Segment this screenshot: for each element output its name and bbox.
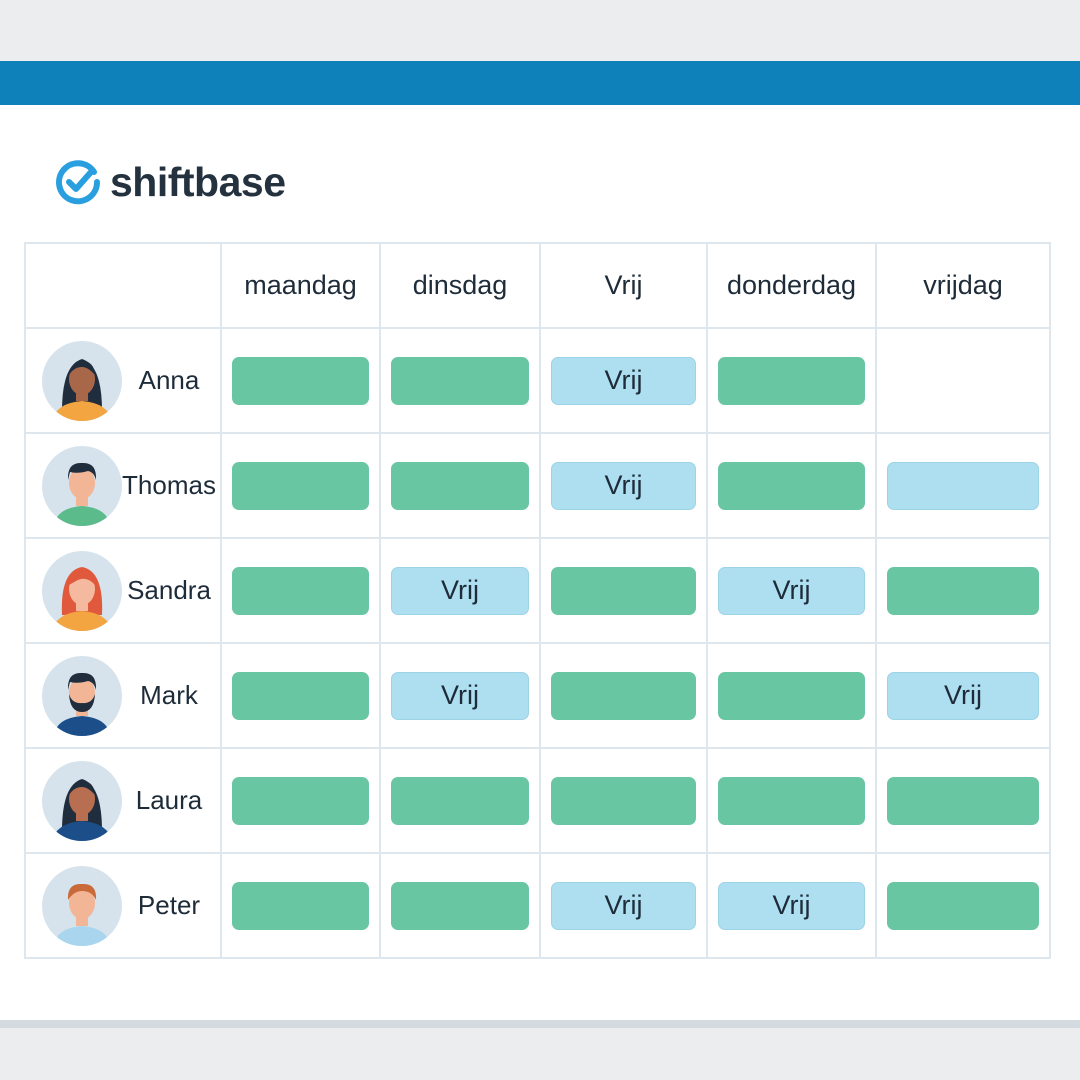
man-short-hair-avatar-icon [42,445,122,526]
day-header[interactable]: dinsdag [379,242,541,329]
day-off-block[interactable]: Vrij [551,356,696,405]
shift-block[interactable] [391,881,529,930]
schedule-cell[interactable] [539,747,708,854]
man-ginger-hair-avatar-icon [42,865,122,946]
shift-block[interactable] [718,671,865,720]
employee-name: Laura [135,785,203,815]
day-off-block[interactable]: Vrij [391,566,529,615]
employee-row: Thomas Vrij [24,432,1051,539]
schedule-cell[interactable]: Vrij [706,852,877,959]
day-header[interactable]: maandag [220,242,381,329]
shift-block[interactable] [718,776,865,825]
schedule-cell[interactable]: Vrij [539,327,708,434]
employee-name: Anna [138,365,200,395]
schedule-cell[interactable] [220,642,381,749]
employee-row: Mark Vrij Vrij [24,642,1051,749]
employee-name: Thomas [122,470,216,500]
day-off-block[interactable]: Vrij [718,566,865,615]
day-off-block[interactable] [887,461,1039,510]
bottom-divider [0,1020,1080,1028]
day-header[interactable]: Vrij [539,242,708,329]
day-off-block[interactable]: Vrij [551,461,696,510]
day-off-block[interactable]: Vrij [718,881,865,930]
shift-block[interactable] [232,356,369,405]
brand-name: shiftbase [110,158,286,205]
schedule-cell[interactable] [706,327,877,434]
schedule-cell[interactable] [220,537,381,644]
shift-block[interactable] [232,461,369,510]
check-circle-icon [56,160,101,205]
schedule-cell[interactable]: Vrij [706,537,877,644]
schedule-cell[interactable] [875,537,1051,644]
schedule-cell[interactable] [379,747,541,854]
schedule-cell[interactable] [220,327,381,434]
top-bar [0,61,1080,105]
man-beard-avatar-icon [42,655,122,736]
schedule-cell[interactable] [379,432,541,539]
day-header[interactable]: vrijdag [875,242,1051,329]
schedule-cell[interactable] [706,642,877,749]
schedule-cell[interactable]: Vrij [379,537,541,644]
employee-cell[interactable]: Laura [24,747,222,854]
schedule-cell[interactable] [220,432,381,539]
shift-block[interactable] [887,881,1039,930]
schedule-cell[interactable] [379,327,541,434]
schedule-cell[interactable] [875,747,1051,854]
brand-logo[interactable]: shiftbase [54,155,286,209]
corner-cell [24,242,222,329]
shift-block[interactable] [391,461,529,510]
shift-block[interactable] [718,461,865,510]
shift-block[interactable] [232,776,369,825]
shift-block[interactable] [887,776,1039,825]
shift-block[interactable] [551,776,696,825]
employee-cell[interactable]: Peter [24,852,222,959]
day-off-block[interactable]: Vrij [391,671,529,720]
employee-name: Mark [140,680,198,710]
day-off-block[interactable]: Vrij [887,671,1039,720]
woman-red-hair-avatar-icon [42,550,122,631]
employee-row: Sandra Vrij Vrij [24,537,1051,644]
shift-block[interactable] [551,566,696,615]
shift-block[interactable] [232,881,369,930]
schedule-cell[interactable]: Vrij [875,642,1051,749]
employee-row: Peter Vrij Vrij [24,852,1051,959]
schedule-cell[interactable] [706,432,877,539]
employee-cell[interactable]: Anna [24,327,222,434]
employee-cell[interactable]: Mark [24,642,222,749]
shift-block[interactable] [718,356,865,405]
employee-cell[interactable]: Sandra [24,537,222,644]
employee-name: Sandra [127,575,211,605]
schedule-cell[interactable]: Vrij [539,852,708,959]
schedule-cell[interactable] [220,747,381,854]
schedule-cell[interactable] [379,852,541,959]
employee-name: Peter [137,890,201,920]
woman-dark-hair-avatar-icon [42,760,122,841]
schedule-cell[interactable] [539,642,708,749]
employee-row: Laura [24,747,1051,854]
schedule-cell[interactable] [706,747,877,854]
employee-cell[interactable]: Thomas [24,432,222,539]
schedule-cell[interactable] [875,432,1051,539]
schedule-table: maandag dinsdag Vrij donderdag vrijdag A… [24,242,1051,959]
schedule-cell[interactable] [220,852,381,959]
schedule-cell[interactable]: Vrij [539,432,708,539]
day-header[interactable]: donderdag [706,242,877,329]
woman-dark-hair-avatar-icon [42,340,122,421]
schedule-cell[interactable] [539,537,708,644]
shift-block[interactable] [391,356,529,405]
schedule-cell[interactable] [875,852,1051,959]
shift-block[interactable] [551,671,696,720]
day-off-block[interactable]: Vrij [551,881,696,930]
schedule-cell[interactable] [875,327,1051,434]
shift-block[interactable] [391,776,529,825]
shift-block[interactable] [232,566,369,615]
shift-block[interactable] [887,566,1039,615]
schedule-cell[interactable]: Vrij [379,642,541,749]
employee-row: Anna Vrij [24,327,1051,434]
shift-block[interactable] [232,671,369,720]
